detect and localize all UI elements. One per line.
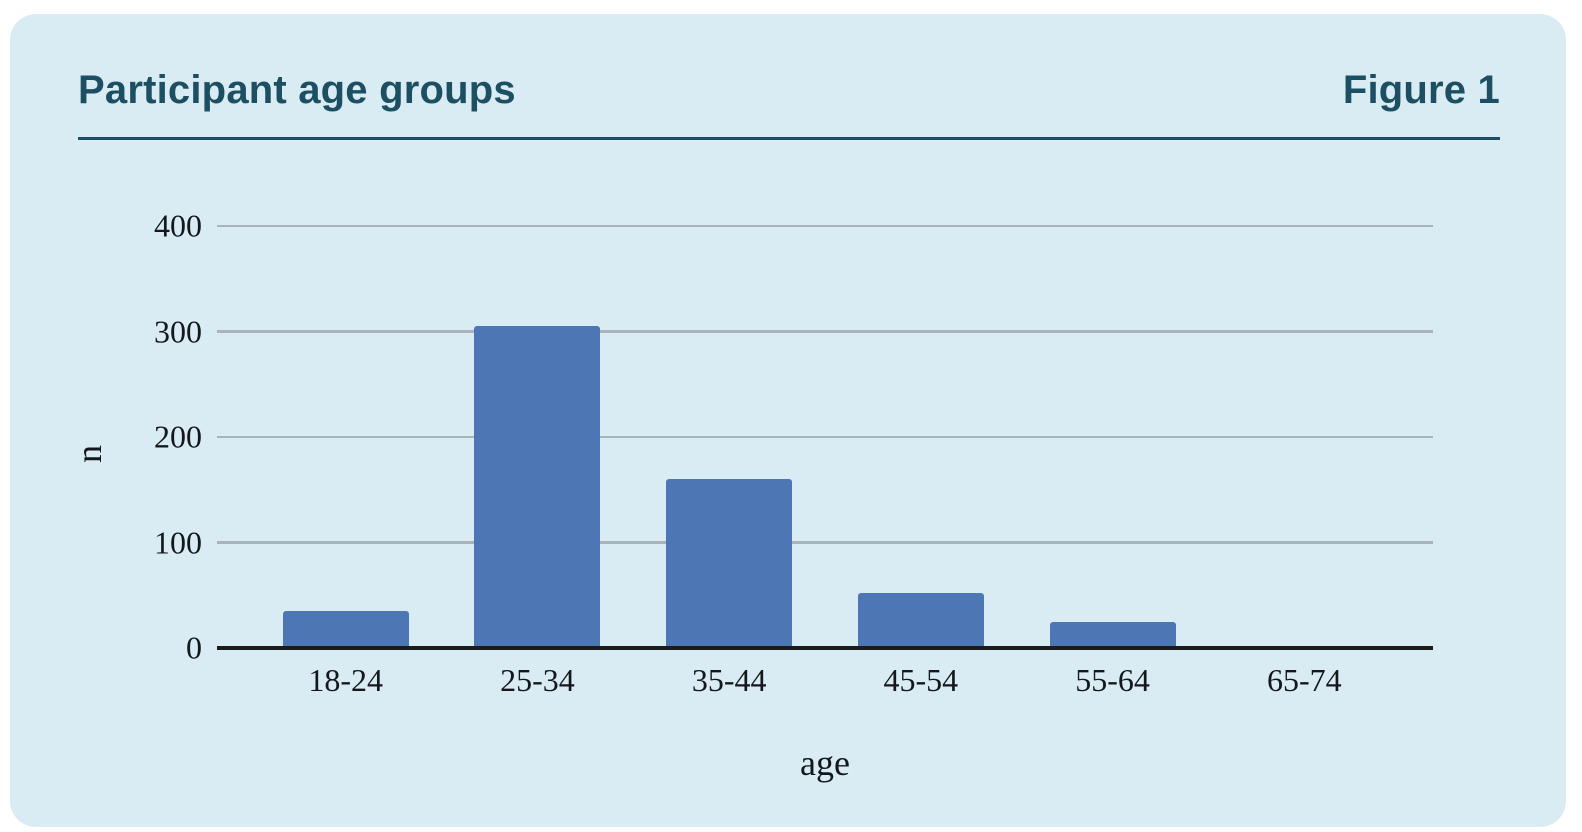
bar-45-54	[857, 593, 984, 648]
bar-55-64	[1049, 621, 1176, 648]
x-tick-label: 25-34	[500, 662, 575, 698]
x-tick-label: 45-54	[883, 662, 959, 698]
figure-card: Participant age groups Figure 1 n age 0 1…	[10, 14, 1566, 827]
bar-series	[217, 164, 1433, 648]
bar-18-24	[282, 611, 409, 648]
y-tick-label: 200	[154, 418, 202, 455]
x-tick-label: 35-44	[691, 662, 767, 698]
header-divider	[78, 137, 1500, 140]
y-gridline	[217, 224, 1433, 228]
y-axis-label: n	[69, 445, 109, 463]
y-gridline	[217, 435, 1433, 439]
x-tick-label: 55-64	[1075, 662, 1150, 698]
bar-25-34	[474, 326, 601, 648]
y-tick-label: 400	[154, 207, 202, 244]
figure-title: Participant age groups	[78, 68, 516, 112]
y-tick-label: 300	[154, 313, 202, 349]
x-tick-label: 65-74	[1266, 662, 1342, 698]
y-tick-label: 100	[154, 524, 202, 560]
x-axis-line	[217, 646, 1433, 650]
y-tick-label: 0	[186, 629, 202, 666]
bar-chart: n age 0 100 200 300 400 18-24 25-34 35-44 45-54 5…	[10, 14, 1566, 827]
figure-header: Participant age groups Figure 1	[78, 67, 1500, 113]
y-gridline	[217, 330, 1433, 333]
y-gridline	[217, 541, 1433, 544]
figure-number-label: Figure 1	[1342, 68, 1500, 112]
x-tick-label: 18-24	[308, 662, 384, 698]
x-axis-label: age	[800, 743, 850, 783]
bar-35-44	[666, 479, 793, 648]
